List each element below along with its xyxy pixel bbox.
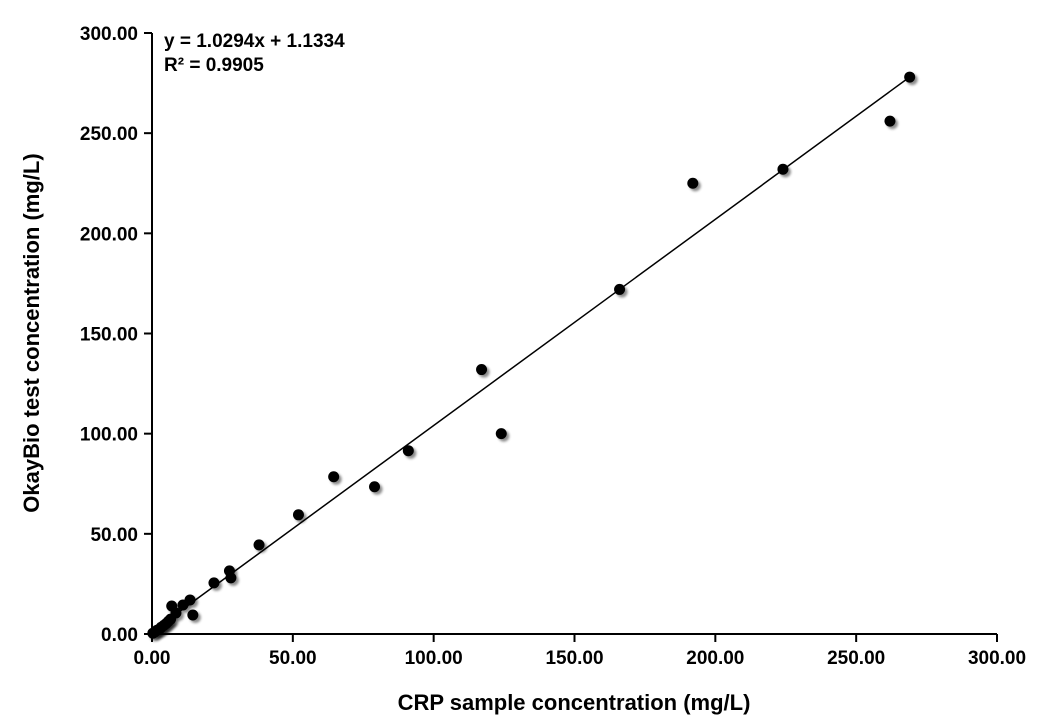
x-axis-title: CRP sample concentration (mg/L) xyxy=(397,690,751,715)
data-point xyxy=(777,163,789,175)
x-tick-label: 50.00 xyxy=(269,648,317,669)
data-point xyxy=(687,177,699,189)
data-point xyxy=(184,594,196,606)
x-tick-label: 100.00 xyxy=(405,648,463,669)
y-tick-label: 0.00 xyxy=(101,625,138,646)
x-tick-label: 0.00 xyxy=(134,648,171,669)
y-tick-label: 200.00 xyxy=(80,224,138,245)
data-point xyxy=(187,609,199,621)
data-point xyxy=(402,445,414,457)
axes-lines xyxy=(151,33,997,635)
x-tick-label: 250.00 xyxy=(827,648,885,669)
data-point xyxy=(170,607,182,619)
y-axis-title: OkayBio test concentration (mg/L) xyxy=(19,153,44,513)
x-tick-label: 300.00 xyxy=(968,648,1026,669)
data-point xyxy=(328,471,340,483)
data-point xyxy=(904,71,916,83)
x-tick-label: 150.00 xyxy=(545,648,603,669)
data-point xyxy=(884,115,896,127)
trendline xyxy=(151,76,911,633)
data-point xyxy=(225,572,237,584)
data-point xyxy=(208,577,220,589)
y-tick-label: 100.00 xyxy=(80,425,138,446)
data-point xyxy=(292,509,304,521)
data-point xyxy=(369,481,381,493)
data-point xyxy=(614,283,626,295)
y-tick-label: 250.00 xyxy=(80,124,138,145)
trendline-annotation: y = 1.0294x + 1.1334 R² = 0.9905 xyxy=(164,30,345,78)
data-point xyxy=(253,539,265,551)
x-tick-label: 200.00 xyxy=(686,648,744,669)
data-point xyxy=(495,428,507,440)
y-tick-label: 50.00 xyxy=(90,525,138,546)
data-point xyxy=(476,364,488,376)
y-tick-label: 150.00 xyxy=(80,325,138,346)
trendline-equation: y = 1.0294x + 1.1334 xyxy=(164,31,345,52)
y-tick-label: 300.00 xyxy=(80,24,138,45)
trendline-r-squared: R² = 0.9905 xyxy=(164,55,264,76)
